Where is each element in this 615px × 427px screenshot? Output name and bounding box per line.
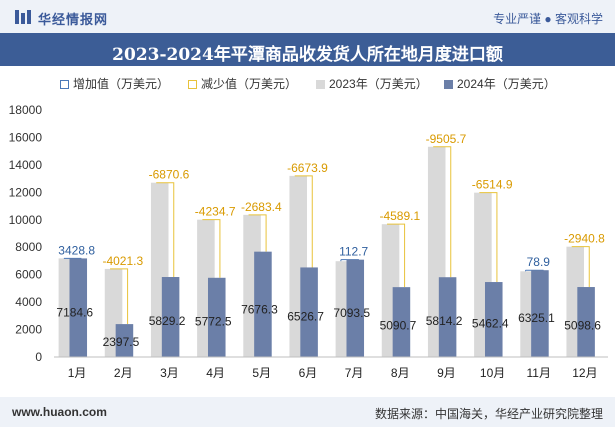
legend-item-2023: 2023年（万美元） xyxy=(316,75,428,92)
decrease-box xyxy=(248,214,267,252)
legend-swatch-2024 xyxy=(444,80,453,90)
bar-2024 xyxy=(392,287,411,357)
decrease-value-label: -9505.7 xyxy=(426,132,467,146)
chart-title: 2023-2024年平潭商品收发货人所在地月度进口额 xyxy=(112,45,503,65)
x-tick-label: 3月 xyxy=(160,366,179,380)
bar-2024 xyxy=(161,277,180,357)
decrease-value-label: -6514.9 xyxy=(472,178,513,192)
legend-swatch-increase xyxy=(60,80,69,90)
bar-2024 xyxy=(254,251,272,357)
bar-2024-value-label: 2397.5 xyxy=(103,335,140,349)
y-tick-label: 6000 xyxy=(15,268,42,282)
x-tick-label: 4月 xyxy=(206,366,225,380)
x-tick-label: 12月 xyxy=(572,366,597,380)
top-bar: 华经情报网 专业严谨 ● 客观科学 xyxy=(0,0,615,33)
x-tick-label: 6月 xyxy=(299,366,318,380)
decrease-box xyxy=(110,268,129,325)
bar-2024 xyxy=(346,259,365,357)
y-tick-label: 10000 xyxy=(9,213,43,227)
bottom-bar: www.huaon.com 数据来源：中国海关，华经产业研究院整理 xyxy=(0,397,615,427)
increase-value-label: 3428.8 xyxy=(58,243,95,257)
brand-logo-icon xyxy=(15,10,31,24)
legend-swatch-2023 xyxy=(316,80,325,90)
bar-2024-value-label: 5829.2 xyxy=(149,314,186,328)
y-tick-label: 18000 xyxy=(9,103,43,117)
x-tick-label: 5月 xyxy=(252,366,271,380)
x-tick-label: 11月 xyxy=(527,366,551,380)
bar-2024-value-label: 5098.6 xyxy=(564,319,601,333)
bar-2024-value-label: 6325.1 xyxy=(518,311,555,325)
legend-label-2023: 2023年（万美元） xyxy=(329,77,428,91)
legend-item-decrease: 减少值（万美元） xyxy=(188,75,297,92)
x-tick-label: 8月 xyxy=(391,366,410,380)
legend-item-increase: 增加值（万美元） xyxy=(60,75,169,92)
bar-2024-value-label: 7093.5 xyxy=(333,306,370,320)
bar-2024-value-label: 5772.5 xyxy=(195,314,232,328)
bar-2024-value-label: 6526.7 xyxy=(287,310,324,324)
decrease-value-label: -4234.7 xyxy=(195,205,236,219)
bar-2024-value-label: 7676.3 xyxy=(241,303,278,317)
bar-2024 xyxy=(300,267,318,357)
brand-name: 华经情报网 xyxy=(38,12,109,27)
decrease-box xyxy=(156,182,175,278)
data-source: 数据来源：中国海关，华经产业研究院整理 xyxy=(374,407,603,421)
decrease-box xyxy=(294,175,313,268)
bar-2024 xyxy=(484,282,503,357)
tagline: 专业严谨 ● 客观科学 xyxy=(493,12,603,26)
bar-chart: 0 2000 4000 6000 8000 10000 12000 14000 16000 180… xyxy=(9,103,608,380)
increase-value-label: 78.9 xyxy=(527,255,551,269)
legend-label-decrease: 减少值（万美元） xyxy=(201,77,298,91)
decrease-value-label: -6673.9 xyxy=(287,161,328,175)
legend-item-2024: 2024年（万美元） xyxy=(444,75,556,92)
x-tick-label: 10月 xyxy=(480,366,505,380)
increase-value-label: 112.7 xyxy=(339,245,368,259)
bar-2024 xyxy=(531,270,549,357)
x-tick-label: 9月 xyxy=(437,366,456,380)
decrease-value-label: -6870.6 xyxy=(149,168,190,182)
x-tick-label: 2月 xyxy=(114,366,133,380)
decrease-box xyxy=(202,219,221,278)
title-bar: 2023-2024年平潭商品收发货人所在地月度进口额 xyxy=(0,33,615,66)
y-tick-label: 2000 xyxy=(15,323,42,337)
decrease-box xyxy=(571,246,590,288)
decrease-value-label: -2940.8 xyxy=(564,232,605,246)
y-tick-label: 8000 xyxy=(15,240,42,254)
bar-2024-value-label: 5462.4 xyxy=(472,316,509,330)
y-tick-label: 4000 xyxy=(15,295,42,309)
bar-2024-value-label: 5090.7 xyxy=(380,319,417,333)
decrease-box xyxy=(433,146,452,278)
decrease-box xyxy=(387,223,406,288)
y-tick-label: 0 xyxy=(35,350,42,364)
decrease-box xyxy=(479,192,498,283)
x-tick-label: 7月 xyxy=(345,366,364,380)
decrease-value-label: -2683.4 xyxy=(241,200,282,214)
bar-2024 xyxy=(115,324,134,357)
bar-2024 xyxy=(438,277,457,357)
website-link[interactable]: www.huaon.com xyxy=(12,405,107,419)
decrease-value-label: -4589.1 xyxy=(379,209,420,223)
y-tick-label: 16000 xyxy=(9,130,43,144)
y-tick-label: 12000 xyxy=(9,185,43,199)
bar-2024-value-label: 7184.6 xyxy=(56,306,93,320)
bar-2024-value-label: 5814.2 xyxy=(426,314,463,328)
legend-label-increase: 增加值（万美元） xyxy=(73,77,170,91)
legend-swatch-decrease xyxy=(188,80,197,90)
legend-label-2024: 2024年（万美元） xyxy=(457,77,556,91)
bar-2024 xyxy=(207,277,226,357)
y-tick-label: 14000 xyxy=(9,158,43,172)
x-tick-label: 1月 xyxy=(68,366,87,380)
bar-2024 xyxy=(69,258,88,357)
decrease-value-label: -4021.3 xyxy=(102,254,143,268)
bar-2024 xyxy=(577,287,595,357)
